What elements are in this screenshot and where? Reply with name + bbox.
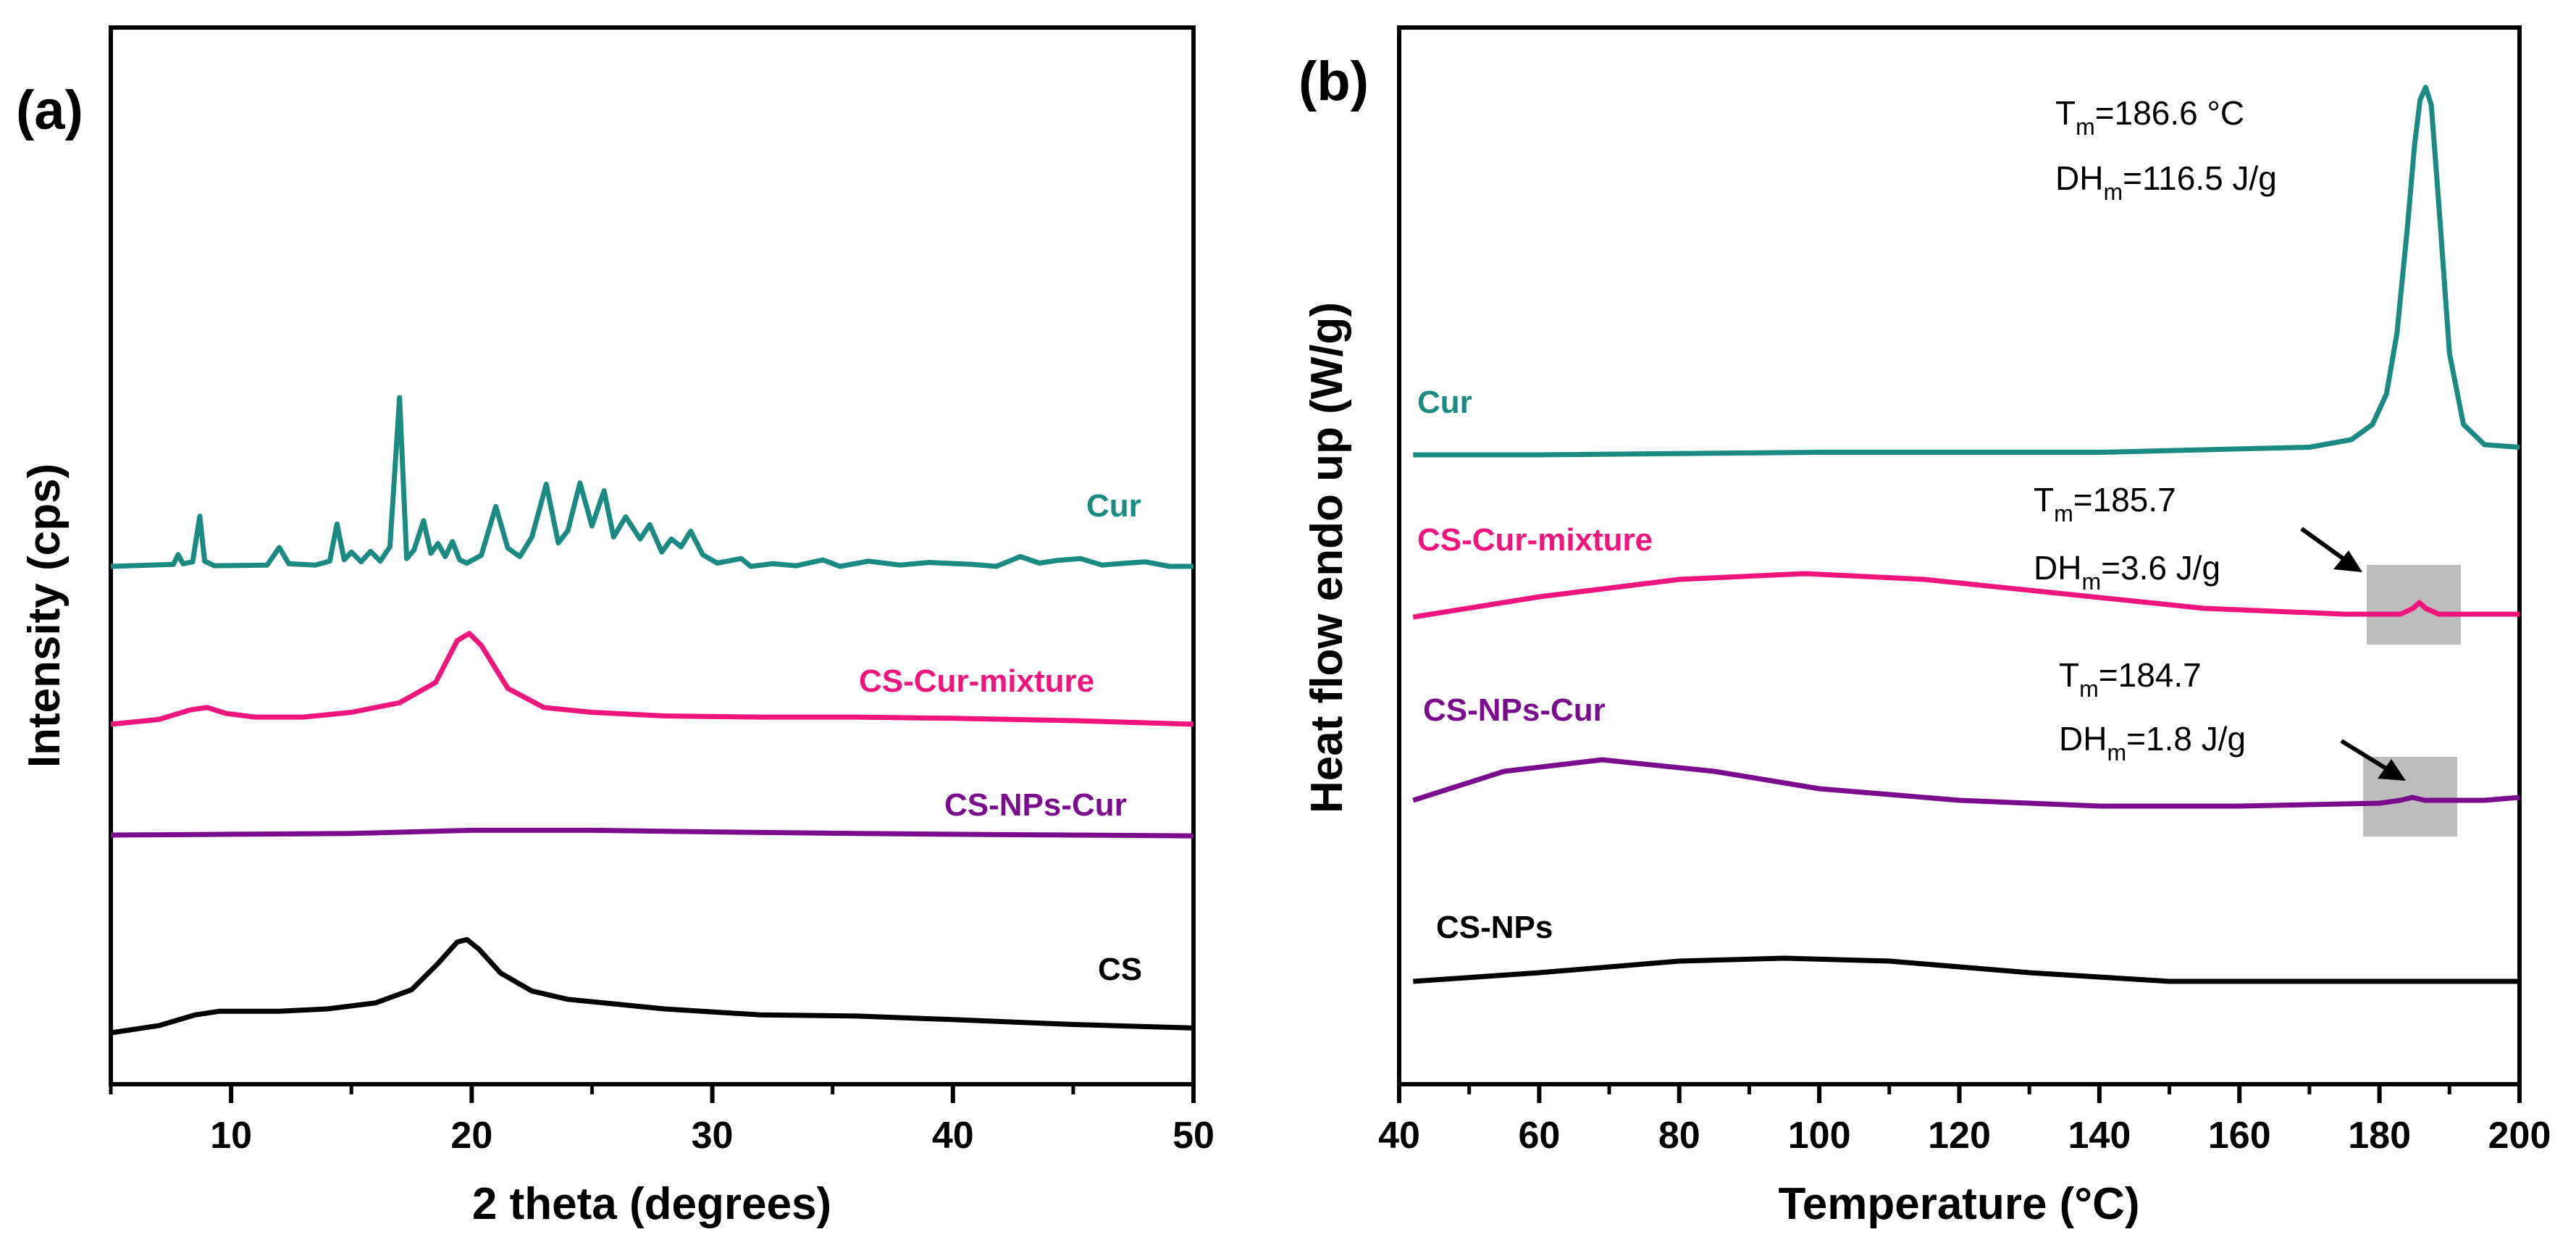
panel-b-series (1412, 85, 2520, 984)
panel-a-line-cs-nps-cur (110, 827, 1194, 839)
panel-a: (a) 10 20 30 40 50 Cur CS-Cur-mixture CS-NPs… (16, 25, 1214, 1229)
panel-b-letter: (b) (1299, 51, 1369, 112)
panel-a-x-title: 2 theta (degrees) (472, 1179, 831, 1229)
panel-b-y-title: Heat flow endo up (W/g) (1302, 302, 1352, 813)
label-b-cs-nps: CS-NPs (1436, 910, 1553, 945)
panel-a-tick-label: 30 (692, 1115, 734, 1157)
label-cs-cur-mixture: CS-Cur-mixture (859, 663, 1094, 699)
arrow-nps-cur (2340, 739, 2406, 781)
panel-b-tick-label: 80 (1658, 1115, 1700, 1157)
anno-nps-cur-dh: DHm=1.8 J/g (2059, 720, 2246, 766)
panel-b-tick-label: 60 (1518, 1115, 1560, 1157)
label-b-cur: Cur (1417, 385, 1472, 420)
panel-b-tick-label: 160 (2208, 1115, 2271, 1157)
panel-b-line-cur (1413, 85, 2520, 458)
arrow-mixture (2300, 527, 2362, 572)
panel-a-line-cs (110, 936, 1194, 1036)
anno-mixture-dh: DHm=3.6 J/g (2034, 549, 2220, 595)
panel-a-frame (109, 25, 1196, 1086)
panel-a-tick-label: 50 (1172, 1115, 1214, 1157)
label-cs: CS (1098, 952, 1142, 987)
panel-b-line-cs-cur-mixture (1412, 571, 2520, 620)
panel-b-line-cs-nps (1413, 955, 2520, 984)
panel-a-line-cs-cur-mixture (110, 631, 1194, 727)
label-b-cs-cur-mixture: CS-Cur-mixture (1417, 522, 1653, 558)
panel-a-line-cur (110, 395, 1193, 569)
anno-mixture-tm: Tm=185.7 (2034, 481, 2176, 527)
label-b-cs-nps-cur: CS-NPs-Cur (1423, 692, 1606, 728)
panel-b-tick-label: 40 (1378, 1115, 1420, 1157)
label-cur: Cur (1086, 488, 1141, 524)
panel-b-tick-label: 140 (2068, 1115, 2131, 1157)
anno-nps-cur-dh-value: 1.8 J/g (2146, 720, 2246, 758)
anno-nps-cur-tm-value: 184.7 (2118, 656, 2202, 694)
label-cs-nps-cur: CS-NPs-Cur (944, 787, 1127, 823)
panel-b-tick-label: 180 (2348, 1115, 2411, 1157)
anno-cur-tm: Tm=186.6 °C (2055, 94, 2244, 140)
anno-mixture-tm-value: 185.7 (2093, 481, 2176, 519)
panel-b-x-title: Temperature (°C) (1778, 1179, 2139, 1229)
anno-cur-dh: DHm=116.5 J/g (2055, 159, 2277, 205)
panel-a-series (110, 395, 1194, 1036)
panel-b-line-cs-nps-cur (1412, 757, 2520, 809)
panel-b-tick-label: 200 (2488, 1115, 2551, 1157)
anno-mixture-dh-value: 3.6 J/g (2120, 549, 2220, 587)
panel-a-y-title: Intensity (cps) (20, 464, 70, 768)
panel-b-tick-label: 100 (1788, 1115, 1851, 1157)
panel-b-x-ticks: 40 60 80 100 120 140 160 180 200 (1378, 1084, 2551, 1157)
anno-cur-tm-value: 186.6 °C (2115, 94, 2245, 132)
panel-a-tick-label: 20 (450, 1115, 492, 1157)
panel-a-tick-label: 10 (210, 1115, 252, 1157)
anno-cur-dh-value: 116.5 J/g (2142, 159, 2277, 197)
panel-b: (b) 40 60 80 100 120 140 160 180 200 Cur CS-Cur-… (1299, 25, 2551, 1229)
panel-a-letter: (a) (16, 80, 83, 141)
panel-b-tick-label: 120 (1928, 1115, 1991, 1157)
panel-a-tick-label: 40 (932, 1115, 974, 1157)
anno-nps-cur-tm: Tm=184.7 (2059, 656, 2202, 702)
panel-a-x-ticks: 10 20 30 40 50 (109, 1084, 1214, 1157)
